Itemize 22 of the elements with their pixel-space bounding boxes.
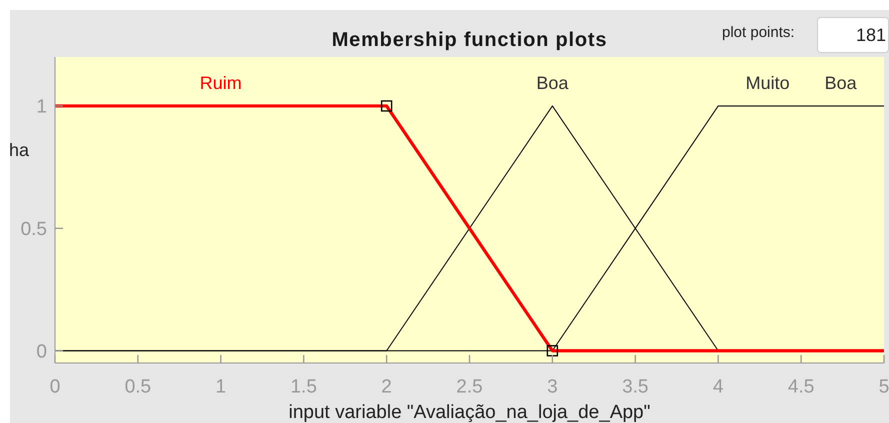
x-tick-label: 2.5 [456, 376, 483, 398]
x-tick-label: 4.5 [788, 376, 814, 398]
y-tick-label: 1 [36, 96, 47, 118]
series-label: Ruim [200, 72, 242, 94]
x-tick-label: 3 [547, 376, 558, 398]
y-tick-label: 0 [36, 341, 47, 362]
text: plot points: [722, 24, 795, 42]
x-axis-title: input variable "Avaliação_na_loja_de_App" [288, 401, 652, 423]
x-tick-label: 0 [50, 376, 60, 398]
x-tick-label: 1.5 [290, 376, 317, 398]
x-tick-label: 2 [381, 376, 392, 398]
series-label: Boa [536, 72, 568, 94]
chart-title: Membership function plots [332, 29, 608, 51]
plot-points-field: 181 [817, 17, 889, 53]
y-axis-title: ha [9, 139, 30, 161]
x-tick-label: 3.5 [622, 376, 649, 398]
x-tick-label: 0.5 [124, 376, 152, 398]
series-label: Muito Boa [746, 72, 857, 94]
y-tick-label: 0.5 [20, 219, 47, 240]
x-tick-label: 4 [712, 376, 724, 398]
x-tick-label: 1 [216, 376, 226, 398]
x-tick-label: 5 [878, 376, 889, 398]
